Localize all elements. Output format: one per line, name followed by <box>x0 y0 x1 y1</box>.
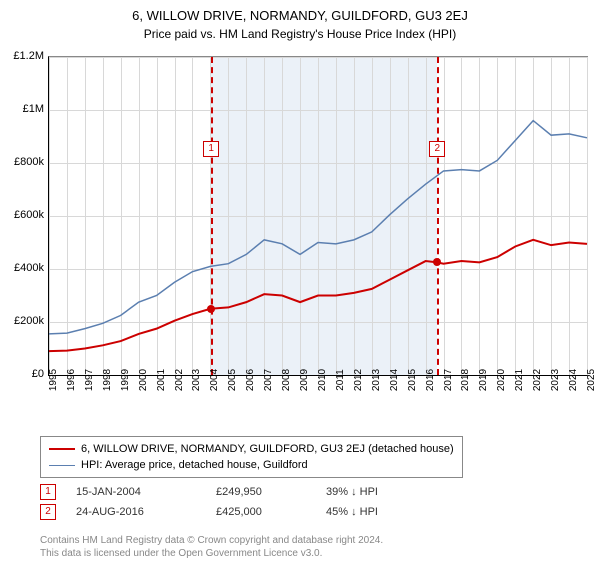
x-tick-label: 1996 <box>66 369 77 391</box>
y-tick-label: £0 <box>32 368 44 380</box>
x-tick-label: 2017 <box>443 369 454 391</box>
legend-label: HPI: Average price, detached house, Guil… <box>81 459 308 471</box>
x-tick-label: 2008 <box>281 369 292 391</box>
y-tick-label: £400k <box>14 262 44 274</box>
x-tick-label: 2022 <box>532 369 543 391</box>
x-tick-label: 2000 <box>138 369 149 391</box>
x-tick-label: 2013 <box>371 369 382 391</box>
sales-table: 1 15-JAN-2004 £249,950 39% ↓ HPI 2 24-AUG-201… <box>40 482 446 522</box>
legend-swatch <box>49 448 75 450</box>
sale-row: 1 15-JAN-2004 £249,950 39% ↓ HPI <box>40 482 446 502</box>
x-tick-label: 1999 <box>120 369 131 391</box>
gridline-v <box>587 57 588 375</box>
sale-marker-dot <box>433 258 441 266</box>
legend-row: 6, WILLOW DRIVE, NORMANDY, GUILDFORD, GU… <box>49 441 454 457</box>
x-tick-label: 2019 <box>478 369 489 391</box>
sale-callout-sm: 2 <box>40 504 56 520</box>
x-tick-label: 2020 <box>496 369 507 391</box>
line-layer <box>49 57 587 375</box>
x-tick-label: 2023 <box>550 369 561 391</box>
sale-row: 2 24-AUG-2016 £425,000 45% ↓ HPI <box>40 502 446 522</box>
x-tick-label: 2012 <box>353 369 364 391</box>
plot-area: 12 <box>48 56 588 376</box>
series-hpi <box>49 121 587 334</box>
y-tick-label: £200k <box>14 315 44 327</box>
x-tick-label: 1995 <box>48 369 59 391</box>
x-tick-label: 2011 <box>335 369 346 391</box>
x-axis: 1995199619971998199920002001200220032004… <box>48 376 588 396</box>
legend-row: HPI: Average price, detached house, Guil… <box>49 457 454 473</box>
chart-area: £0£200k£400k£600k£800k£1M£1.2M 12 199519… <box>0 56 600 396</box>
x-tick-label: 2014 <box>389 369 400 391</box>
x-tick-label: 2021 <box>514 369 525 391</box>
sale-date: 15-JAN-2004 <box>76 486 196 498</box>
x-tick-label: 2015 <box>407 369 418 391</box>
x-tick-label: 2009 <box>299 369 310 391</box>
chart-title: 6, WILLOW DRIVE, NORMANDY, GUILDFORD, GU… <box>0 8 600 23</box>
legend: 6, WILLOW DRIVE, NORMANDY, GUILDFORD, GU… <box>40 436 463 478</box>
sale-price: £425,000 <box>216 506 306 518</box>
y-tick-label: £600k <box>14 209 44 221</box>
x-tick-label: 2005 <box>227 369 238 391</box>
sale-date: 24-AUG-2016 <box>76 506 196 518</box>
sale-marker-dot <box>207 305 215 313</box>
x-tick-label: 2006 <box>245 369 256 391</box>
y-tick-label: £800k <box>14 156 44 168</box>
x-tick-label: 2010 <box>317 369 328 391</box>
y-tick-label: £1M <box>23 103 44 115</box>
footnote-line: Contains HM Land Registry data © Crown c… <box>40 534 383 547</box>
sale-pct: 45% ↓ HPI <box>326 506 446 518</box>
x-tick-label: 2024 <box>568 369 579 391</box>
chart-container: 6, WILLOW DRIVE, NORMANDY, GUILDFORD, GU… <box>0 8 600 568</box>
x-tick-label: 2001 <box>156 369 167 391</box>
y-axis: £0£200k£400k£600k£800k£1M£1.2M <box>0 56 48 396</box>
x-tick-label: 2007 <box>263 369 274 391</box>
footnote: Contains HM Land Registry data © Crown c… <box>40 534 383 560</box>
sale-callout: 2 <box>429 141 445 157</box>
x-tick-label: 2025 <box>586 369 597 391</box>
legend-label: 6, WILLOW DRIVE, NORMANDY, GUILDFORD, GU… <box>81 443 454 455</box>
sale-callout-sm: 1 <box>40 484 56 500</box>
x-tick-label: 2004 <box>209 369 220 391</box>
x-tick-label: 2016 <box>425 369 436 391</box>
x-tick-label: 2018 <box>460 369 471 391</box>
x-tick-label: 2003 <box>191 369 202 391</box>
footnote-line: This data is licensed under the Open Gov… <box>40 547 383 560</box>
x-tick-label: 1997 <box>84 369 95 391</box>
chart-subtitle: Price paid vs. HM Land Registry's House … <box>0 27 600 41</box>
y-tick-label: £1.2M <box>13 50 44 62</box>
sale-pct: 39% ↓ HPI <box>326 486 446 498</box>
series-price_paid <box>49 240 587 351</box>
sale-vline <box>437 57 439 375</box>
sale-price: £249,950 <box>216 486 306 498</box>
sale-vline <box>211 57 213 375</box>
legend-swatch <box>49 465 75 466</box>
x-tick-label: 2002 <box>174 369 185 391</box>
x-tick-label: 1998 <box>102 369 113 391</box>
sale-callout: 1 <box>203 141 219 157</box>
